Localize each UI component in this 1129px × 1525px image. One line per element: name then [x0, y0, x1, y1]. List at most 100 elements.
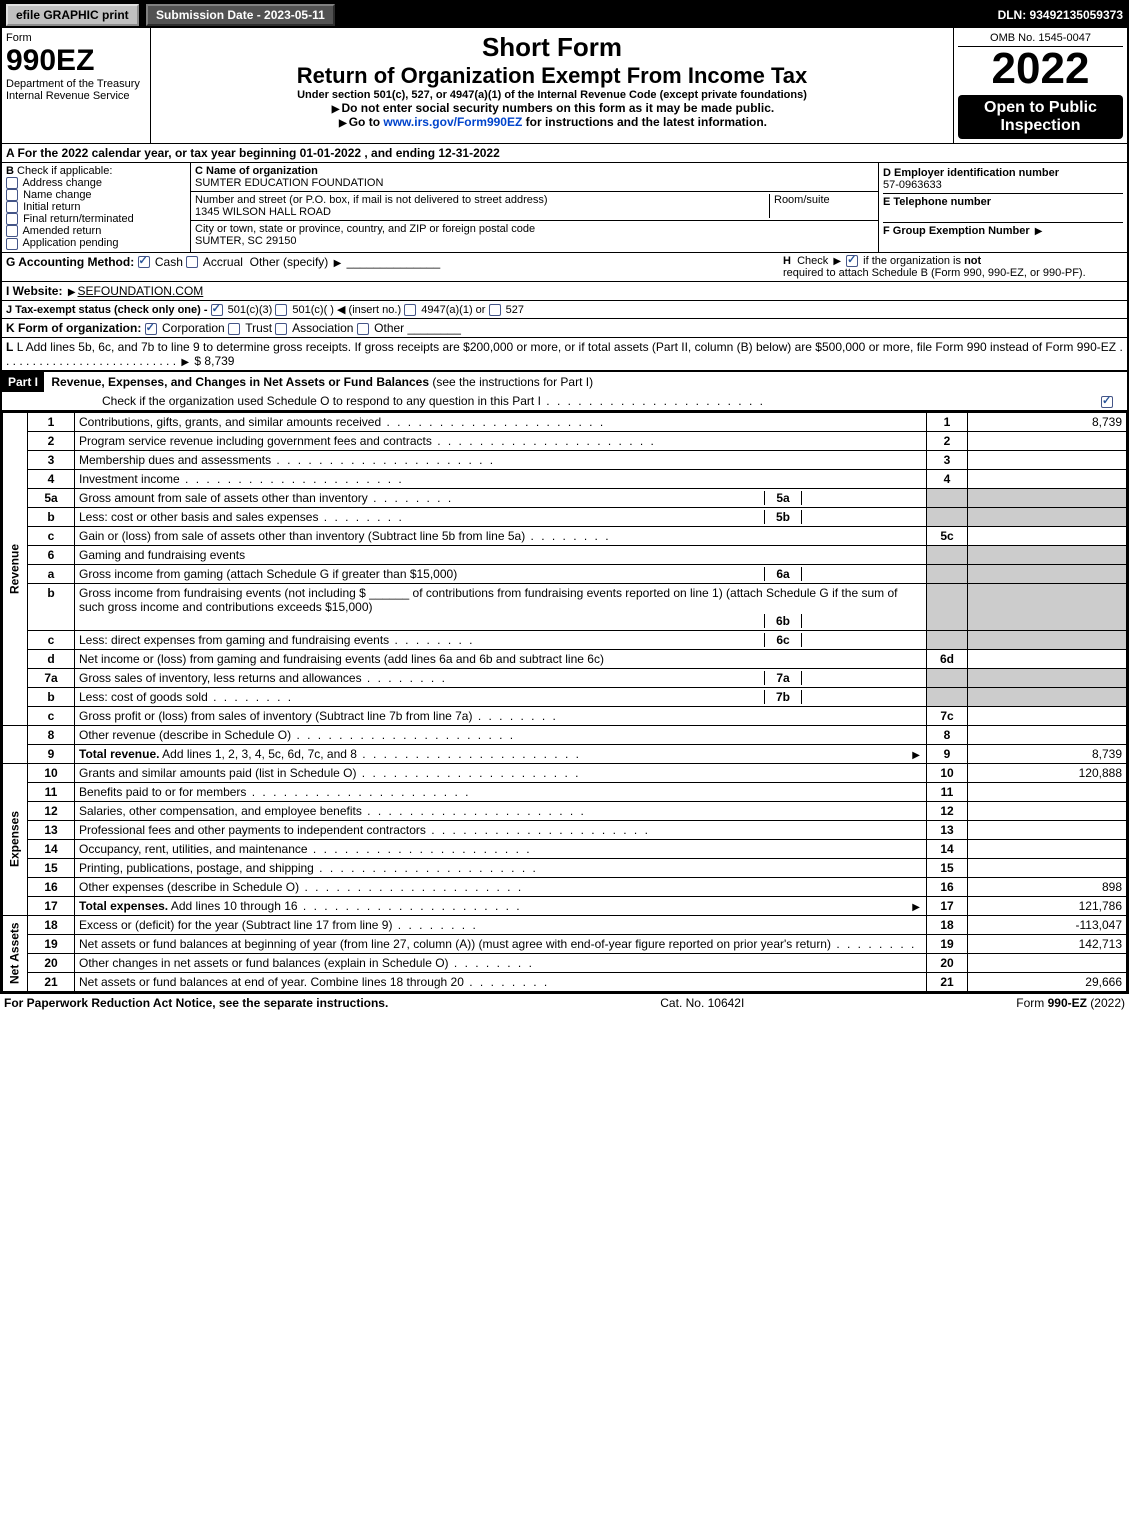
checkbox-4947[interactable]	[404, 304, 416, 316]
ssn-note: Do not enter social security numbers on …	[155, 101, 949, 115]
line-amount-grey	[968, 488, 1127, 507]
line-ref: 2	[927, 431, 968, 450]
checkbox-trust[interactable]	[228, 323, 240, 335]
line-ref: 5c	[927, 526, 968, 545]
header-row: Form 990EZ Department of the Treasury In…	[2, 28, 1127, 144]
rev-spacer	[3, 725, 28, 763]
line-text: Gaming and fundraising events	[75, 545, 927, 564]
line-ref-grey	[927, 545, 968, 564]
checkbox-schedule-b[interactable]	[846, 255, 858, 267]
checkbox-amended-return[interactable]	[6, 225, 18, 237]
line-num: 3	[28, 450, 75, 469]
line-ref-grey	[927, 488, 968, 507]
checkbox-corporation[interactable]	[145, 323, 157, 335]
line-text: Gross profit or (loss) from sales of inv…	[75, 706, 927, 725]
section-k: K Form of organization: Corporation Trus…	[2, 319, 1127, 338]
line-text: Gross amount from sale of assets other t…	[75, 488, 927, 507]
line-amount: 8,739	[968, 412, 1127, 431]
line-num: 1	[28, 412, 75, 431]
line-text: Excess or (deficit) for the year (Subtra…	[75, 915, 927, 934]
line-ref: 20	[927, 953, 968, 972]
website-link[interactable]: SEFOUNDATION.COM	[78, 284, 204, 298]
line-text: Gross income from gaming (attach Schedul…	[75, 564, 927, 583]
line-amount: 121,786	[968, 896, 1127, 915]
line-ref: 3	[927, 450, 968, 469]
line-text: Other revenue (describe in Schedule O)	[75, 725, 927, 744]
efile-print-button[interactable]: efile GRAPHIC print	[6, 4, 139, 26]
line-num: 12	[28, 801, 75, 820]
checkbox-association[interactable]	[275, 323, 287, 335]
line-text: Net assets or fund balances at end of ye…	[75, 972, 927, 991]
line-amount-grey	[968, 668, 1127, 687]
dept-treasury: Department of the Treasury	[6, 78, 146, 90]
form-container: efile GRAPHIC print Submission Date - 20…	[0, 0, 1129, 994]
top-bar: efile GRAPHIC print Submission Date - 20…	[2, 2, 1127, 28]
part1-header: Part I Revenue, Expenses, and Changes in…	[2, 371, 1127, 412]
line-num: d	[28, 649, 75, 668]
return-title: Return of Organization Exempt From Incom…	[155, 63, 949, 89]
checkbox-initial-return[interactable]	[6, 201, 18, 213]
checkbox-address-change[interactable]	[6, 177, 18, 189]
line-amount-grey	[968, 630, 1127, 649]
line-amount-grey	[968, 507, 1127, 526]
line-text: Printing, publications, postage, and shi…	[75, 858, 927, 877]
line-ref: 18	[927, 915, 968, 934]
checkbox-501c[interactable]	[275, 304, 287, 316]
line-text: Gross sales of inventory, less returns a…	[75, 668, 927, 687]
checkbox-527[interactable]	[489, 304, 501, 316]
line-text: Less: cost or other basis and sales expe…	[75, 507, 927, 526]
line-text: Net assets or fund balances at beginning…	[75, 934, 927, 953]
line-num: b	[28, 583, 75, 630]
checkbox-schedule-o[interactable]	[1101, 396, 1113, 408]
checkbox-final-return[interactable]	[6, 213, 18, 225]
section-i: I Website: SEFOUNDATION.COM	[2, 282, 1127, 301]
line-ref-grey	[927, 507, 968, 526]
line-num: 8	[28, 725, 75, 744]
line-ref: 7c	[927, 706, 968, 725]
footer-right: Form 990-EZ (2022)	[1016, 996, 1125, 1010]
line-num: 9	[28, 744, 75, 763]
line-text: Other expenses (describe in Schedule O)	[75, 877, 927, 896]
line-num: 6	[28, 545, 75, 564]
line-amount-grey	[968, 687, 1127, 706]
section-g-h: G Accounting Method: Cash Accrual Other …	[2, 253, 1127, 282]
ein-value: 57-0963633	[883, 179, 942, 191]
expenses-section-label: Expenses	[3, 763, 28, 915]
checkbox-name-change[interactable]	[6, 189, 18, 201]
line-ref: 11	[927, 782, 968, 801]
line-num: 15	[28, 858, 75, 877]
line-num: 10	[28, 763, 75, 782]
checkbox-application-pending[interactable]	[6, 238, 18, 250]
line-amount-grey	[968, 545, 1127, 564]
gross-receipts: $ 8,739	[194, 354, 234, 368]
line-ref: 4	[927, 469, 968, 488]
part1-check: Check if the organization used Schedule …	[2, 392, 1127, 411]
irs-link[interactable]: www.irs.gov/Form990EZ	[383, 115, 522, 129]
line-text: Other changes in net assets or fund bala…	[75, 953, 927, 972]
line-num: c	[28, 526, 75, 545]
revenue-section-label: Revenue	[3, 412, 28, 725]
org-city: SUMTER, SC 29150	[195, 235, 296, 247]
line-amount	[968, 431, 1127, 450]
checkbox-other-org[interactable]	[357, 323, 369, 335]
goto-note: Go to www.irs.gov/Form990EZ for instruct…	[155, 115, 949, 129]
line-num: c	[28, 630, 75, 649]
checkbox-accrual[interactable]	[186, 256, 198, 268]
tax-year: 2022	[958, 47, 1123, 91]
line-text: Benefits paid to or for members	[75, 782, 927, 801]
line-num: 7a	[28, 668, 75, 687]
irs: Internal Revenue Service	[6, 90, 146, 102]
checkbox-501c3[interactable]	[211, 304, 223, 316]
form-cell: Form 990EZ Department of the Treasury In…	[2, 28, 151, 143]
lines-table: Revenue 1 Contributions, gifts, grants, …	[2, 412, 1127, 992]
line-amount	[968, 725, 1127, 744]
line-amount-grey	[968, 583, 1127, 630]
title-cell: Short Form Return of Organization Exempt…	[151, 28, 953, 143]
line-amount	[968, 649, 1127, 668]
line-num: 11	[28, 782, 75, 801]
line-ref-grey	[927, 668, 968, 687]
checkbox-cash[interactable]	[138, 256, 150, 268]
line-amount: 142,713	[968, 934, 1127, 953]
line-num: 13	[28, 820, 75, 839]
line-amount	[968, 706, 1127, 725]
